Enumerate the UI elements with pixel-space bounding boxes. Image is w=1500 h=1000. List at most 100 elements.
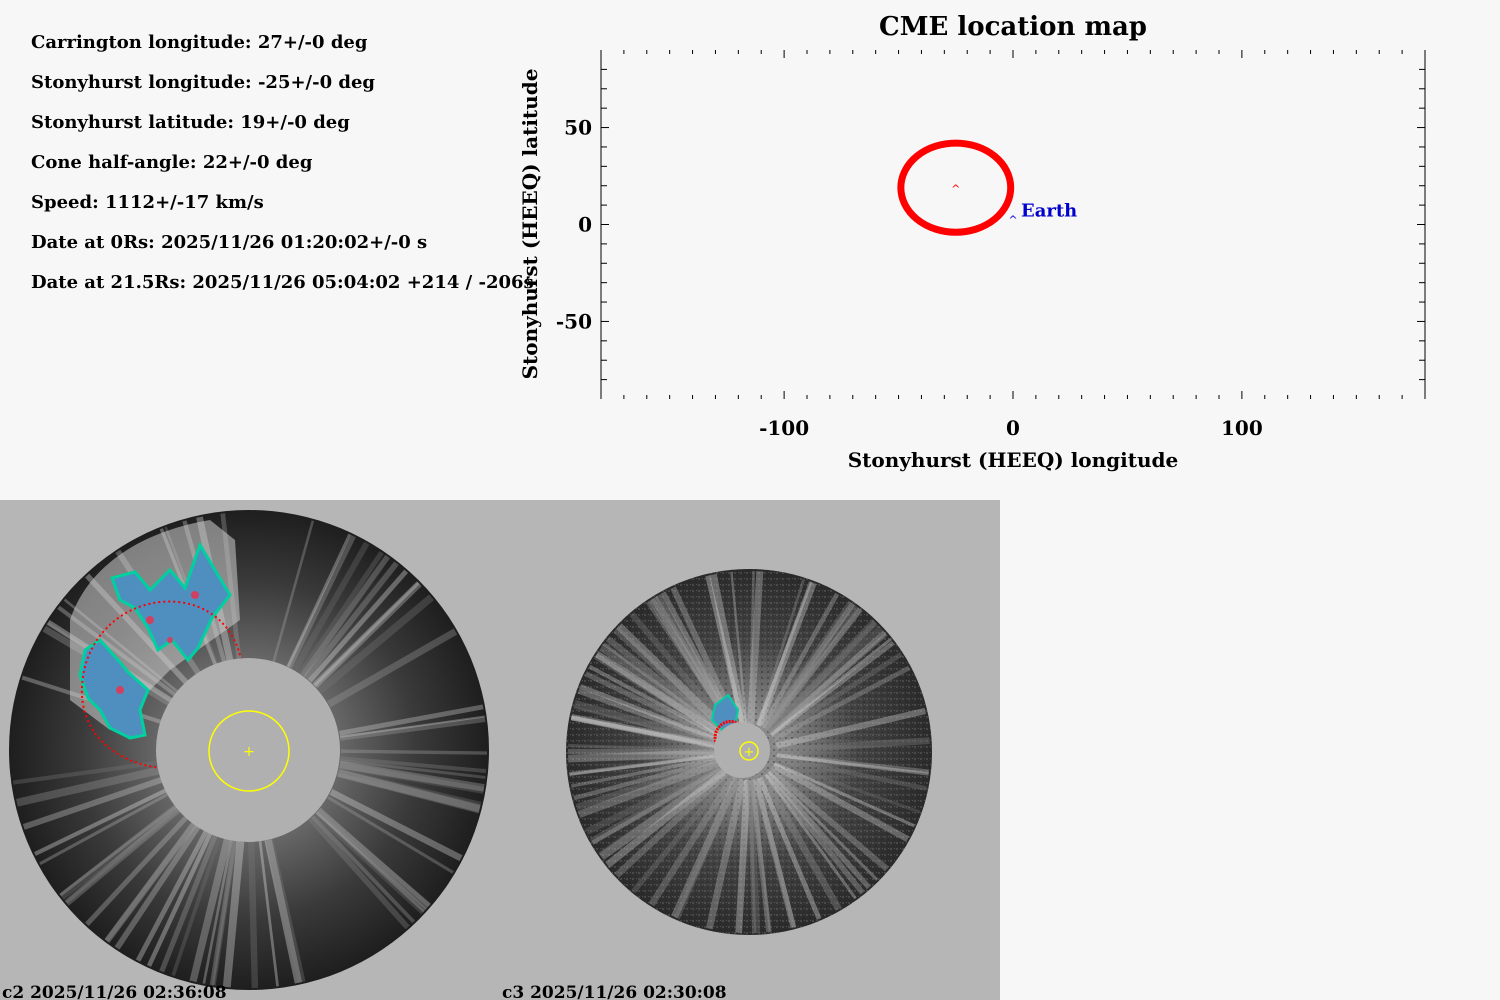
streamer-ray [114, 824, 201, 950]
c2-panel: + c2 2025/11/26 02:36:08 [0, 500, 500, 1000]
streamer-ray [340, 759, 486, 779]
x-tick-labels: -100 0 100 [759, 416, 1263, 440]
streamer-ray [767, 770, 879, 881]
c2-image: + [9, 510, 489, 990]
streamer-ray [760, 592, 840, 729]
y-tick-label: -50 [556, 309, 592, 333]
streamer-ray [573, 700, 724, 749]
point-marker: ^ [951, 183, 960, 196]
streamer-ray [766, 620, 878, 735]
streamer-ray [59, 804, 178, 897]
streamer-ray [614, 768, 731, 878]
streamer-ray [749, 779, 772, 933]
streamer-ray [775, 755, 927, 791]
streamer-ray [308, 816, 410, 930]
cme-location-map: CME location map -100 0 100 50 0 -50 Stonyhu… [518, 12, 1426, 472]
streamer-ray [769, 641, 895, 737]
streamer-ray [709, 573, 748, 726]
streamer-ray [272, 520, 315, 662]
streamer-ray [775, 707, 926, 749]
streamer-ray [605, 636, 730, 737]
streamer-ray [589, 762, 727, 845]
streamer-ray [764, 607, 863, 732]
date-at-0rs-text: Date at 0Rs: 2025/11/26 01:20:02+/-0 s [31, 232, 428, 253]
earth-label: Earth [1021, 201, 1077, 222]
streamer-ray [747, 779, 761, 933]
streamer-ray [768, 630, 887, 736]
streamer-ray [776, 737, 930, 754]
streamer-ray [22, 776, 163, 830]
streamer-ray [602, 642, 728, 737]
streamer-ray [286, 533, 352, 668]
c2-cme-detection-mask [78, 541, 232, 740]
streamer-ray [248, 841, 259, 989]
streamer-ray [762, 602, 856, 731]
streamer-ray [747, 779, 757, 933]
streamer-ray [584, 671, 725, 743]
data-points: ^ ^ Earth [951, 183, 1077, 227]
streamer-ray [569, 753, 722, 776]
streamer-ray [313, 809, 427, 915]
streamer-ray [768, 632, 888, 736]
streamer-ray [748, 571, 756, 725]
c3-image: + [566, 569, 932, 935]
streamer-ray [771, 652, 903, 740]
streamer-ray [759, 774, 842, 911]
x-tick-label: -100 [759, 416, 809, 440]
streamer-ray [146, 832, 213, 967]
streamer-ray [317, 808, 431, 908]
streamer-ray [135, 830, 209, 962]
streamer-ray [764, 773, 857, 900]
streamer-ray [588, 664, 726, 741]
streamer-ray [593, 653, 727, 740]
streamer-ray [705, 575, 745, 726]
streamer-ray [765, 619, 877, 735]
streamer-ray [598, 766, 728, 856]
streamer-ray [730, 571, 748, 725]
streamer-ray [258, 841, 279, 987]
streamer-ray [339, 762, 485, 794]
streamer-ray [340, 756, 487, 773]
point-marker: ^ [1008, 214, 1017, 227]
streamer-ray [329, 788, 463, 862]
streamer-ray [339, 715, 485, 739]
streamer-ray [327, 796, 454, 874]
plot-axes [600, 50, 1426, 399]
c2-occulter [156, 658, 340, 842]
streamer-ray [747, 571, 764, 725]
c3-sun-limb-circle [739, 741, 759, 761]
streamer-ray [755, 581, 817, 728]
c3-sun-center-icon: + [744, 745, 755, 760]
streamer-ray [674, 776, 741, 920]
streamer-ray [631, 771, 734, 894]
streamer-ray [104, 822, 196, 943]
streamer-ray [300, 554, 390, 677]
streamer-ray [613, 626, 731, 736]
streamer-ray [569, 754, 722, 776]
streamer-ray [599, 643, 729, 739]
streamer-ray [291, 541, 370, 672]
streamer-ray [763, 607, 863, 732]
y-tick-label: 0 [578, 213, 592, 237]
streamer-ray [756, 579, 805, 726]
c3-timestamp: c3 2025/11/26 02:30:08 [502, 983, 727, 1000]
cme-cone-outline [897, 139, 1015, 236]
streamer-ray [339, 716, 486, 741]
streamer-ray [570, 713, 723, 750]
c3-streamers [567, 571, 930, 933]
stonyhurst-latitude-text: Stonyhurst latitude: 19+/-0 deg [31, 112, 350, 133]
streamer-ray [64, 806, 181, 906]
streamer-ray [735, 779, 751, 933]
streamer-ray [16, 766, 161, 807]
streamer-ray [570, 755, 722, 788]
streamer-ray [337, 769, 481, 814]
streamer-ray [307, 569, 409, 683]
streamer-ray [570, 715, 722, 749]
streamer-ray [338, 768, 482, 806]
streamer-ray [577, 688, 724, 746]
streamer-ray [591, 764, 726, 845]
streamer-ray [568, 743, 722, 753]
streamer-ray [750, 779, 772, 932]
streamer-ray [768, 767, 889, 872]
streamer-ray [85, 815, 189, 926]
